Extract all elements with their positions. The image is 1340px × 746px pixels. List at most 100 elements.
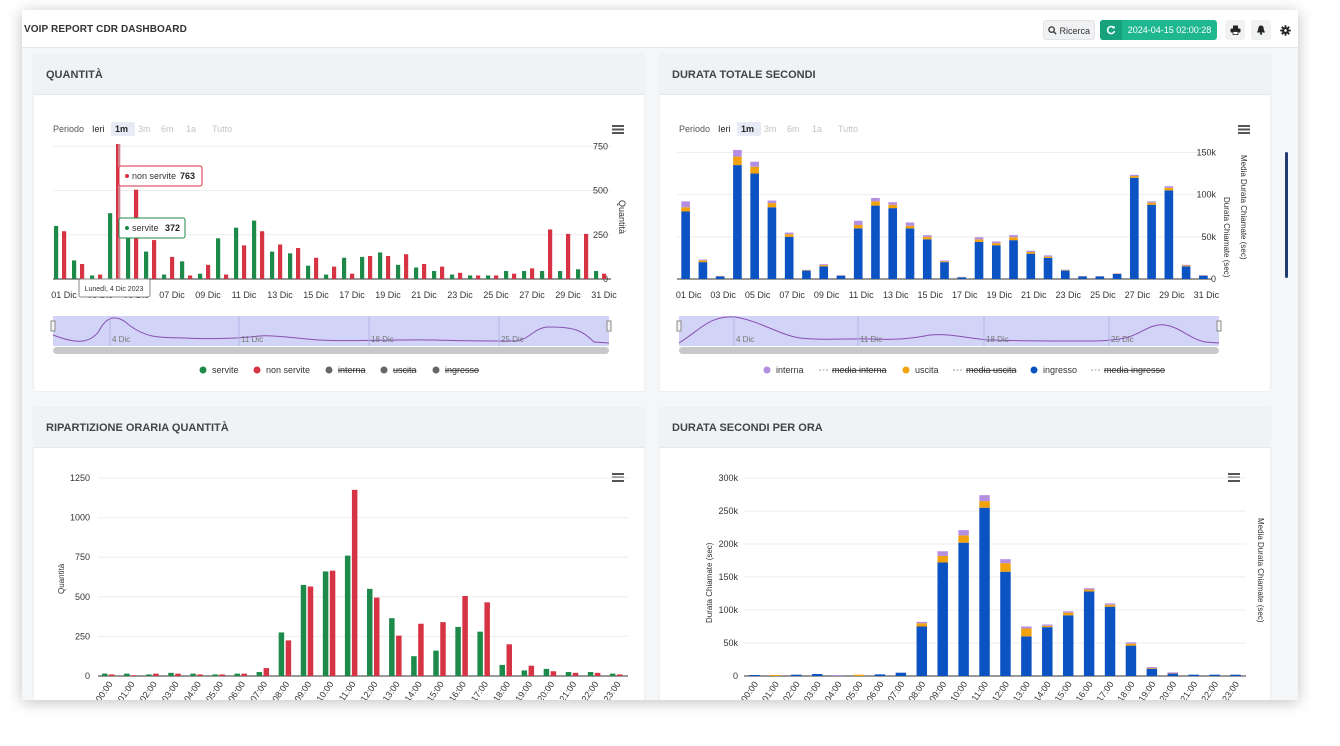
bar-non-servite[interactable] [219, 674, 225, 676]
bar-non-servite[interactable] [307, 586, 314, 676]
menu-icon[interactable] [1238, 125, 1250, 134]
bar-non-servite[interactable] [241, 673, 248, 676]
bar-interna[interactable] [853, 220, 863, 225]
bar-servite[interactable] [565, 672, 572, 676]
bar-ingresso[interactable] [1164, 190, 1174, 279]
bar-ingresso[interactable] [791, 674, 802, 676]
bar-uscita[interactable] [698, 260, 708, 263]
bar-non-servite[interactable] [458, 272, 463, 279]
bar-ingresso[interactable] [749, 675, 760, 677]
bar-ingresso[interactable] [733, 165, 742, 279]
bar-ingresso[interactable] [1209, 674, 1220, 676]
bar-ingresso[interactable] [957, 277, 967, 279]
bar-interna[interactable] [784, 232, 794, 235]
bar-non-servite[interactable] [530, 268, 535, 279]
bar-non-servite[interactable] [285, 640, 292, 676]
bar-ingresso[interactable] [1062, 615, 1074, 676]
bar-ingresso[interactable] [1167, 673, 1179, 676]
bar-non-servite[interactable] [116, 144, 121, 279]
bar-uscita[interactable] [1021, 628, 1032, 637]
bar-uscita[interactable] [1146, 667, 1158, 669]
range-button-1m[interactable]: 1m [741, 124, 754, 134]
bar-servite[interactable] [411, 656, 417, 676]
bar-non-servite[interactable] [506, 644, 513, 676]
range-button-1m[interactable]: 1m [115, 124, 128, 134]
bar-uscita[interactable] [974, 239, 984, 242]
bar-interna[interactable] [819, 264, 829, 266]
bar-non-servite[interactable] [440, 622, 446, 676]
legend-item[interactable]: non servite [266, 365, 310, 375]
bar-servite[interactable] [252, 220, 257, 279]
bar-non-servite[interactable] [242, 245, 247, 279]
bar-uscita[interactable] [1043, 256, 1053, 258]
legend-item[interactable]: media interna [832, 365, 887, 375]
bar-interna[interactable] [958, 530, 969, 536]
bar-uscita[interactable] [770, 675, 781, 677]
bar-uscita[interactable] [819, 265, 829, 267]
bar-servite[interactable] [216, 238, 221, 279]
bar-servite[interactable] [576, 269, 581, 279]
bar-non-servite[interactable] [404, 254, 409, 279]
bar-servite[interactable] [234, 227, 239, 279]
legend-item[interactable]: uscita [393, 365, 417, 375]
bar-uscita[interactable] [991, 243, 1001, 246]
bar-interna[interactable] [1026, 250, 1036, 252]
bar-servite[interactable] [433, 650, 439, 676]
bar-non-servite[interactable] [396, 635, 402, 676]
bar-non-servite[interactable] [386, 255, 391, 279]
bar-interna[interactable] [916, 621, 928, 624]
bar-servite[interactable] [270, 251, 275, 279]
bar-servite[interactable] [322, 571, 329, 676]
page-scrollbar[interactable] [1285, 152, 1288, 278]
bar-uscita[interactable] [853, 225, 863, 229]
bar-ingresso[interactable] [871, 205, 880, 279]
bar-uscita[interactable] [937, 555, 948, 563]
bar-interna[interactable] [1083, 588, 1095, 590]
bar-non-servite[interactable] [476, 275, 481, 279]
bar-servite[interactable] [146, 674, 152, 676]
bar-uscita[interactable] [1009, 237, 1018, 241]
bar-interna[interactable] [681, 201, 690, 208]
bar-uscita[interactable] [1000, 563, 1011, 572]
bar-non-servite[interactable] [484, 602, 490, 676]
range-button-tutto[interactable]: Tutto [212, 124, 232, 134]
bar-servite[interactable] [90, 275, 95, 279]
bar-non-servite[interactable] [374, 597, 380, 676]
bar-servite[interactable] [108, 213, 113, 279]
bar-servite[interactable] [234, 673, 241, 676]
bar-servite[interactable] [212, 674, 218, 676]
bar-servite[interactable] [594, 271, 599, 279]
bar-ingresso[interactable] [874, 674, 886, 676]
bar-servite[interactable] [499, 664, 506, 676]
bar-servite[interactable] [54, 225, 59, 279]
bar-non-servite[interactable] [278, 244, 283, 279]
bar-non-servite[interactable] [98, 274, 103, 279]
bar-uscita[interactable] [1125, 643, 1137, 646]
bar-interna[interactable] [1062, 611, 1074, 613]
bar-interna[interactable] [733, 149, 742, 157]
bar-ingresso[interactable] [1147, 204, 1156, 279]
bar-non-servite[interactable] [109, 674, 115, 676]
bar-interna[interactable] [1125, 642, 1137, 644]
bar-interna[interactable] [1146, 667, 1158, 669]
bar-uscita[interactable] [1042, 625, 1053, 628]
bar-servite[interactable] [360, 256, 365, 279]
bar-interna[interactable] [1104, 603, 1116, 605]
bar-ingresso[interactable] [1125, 645, 1137, 676]
bar-uscita[interactable] [1062, 612, 1074, 616]
bar-ingresso[interactable] [991, 245, 1001, 279]
bar-ingresso[interactable] [1026, 253, 1036, 279]
bar-non-servite[interactable] [440, 266, 445, 279]
bar-uscita[interactable] [1083, 589, 1095, 592]
menu-icon[interactable] [612, 125, 624, 134]
bar-uscita[interactable] [784, 234, 794, 237]
bar-interna[interactable] [974, 237, 984, 240]
bar-interna[interactable] [750, 161, 759, 167]
bar-non-servite[interactable] [462, 596, 468, 676]
bar-non-servite[interactable] [572, 672, 579, 676]
bar-servite[interactable] [144, 251, 149, 279]
bar-ingresso[interactable] [1230, 674, 1241, 676]
bar-interna[interactable] [940, 260, 949, 262]
bar-ingresso[interactable] [767, 207, 777, 279]
bar-non-servite[interactable] [550, 671, 557, 676]
